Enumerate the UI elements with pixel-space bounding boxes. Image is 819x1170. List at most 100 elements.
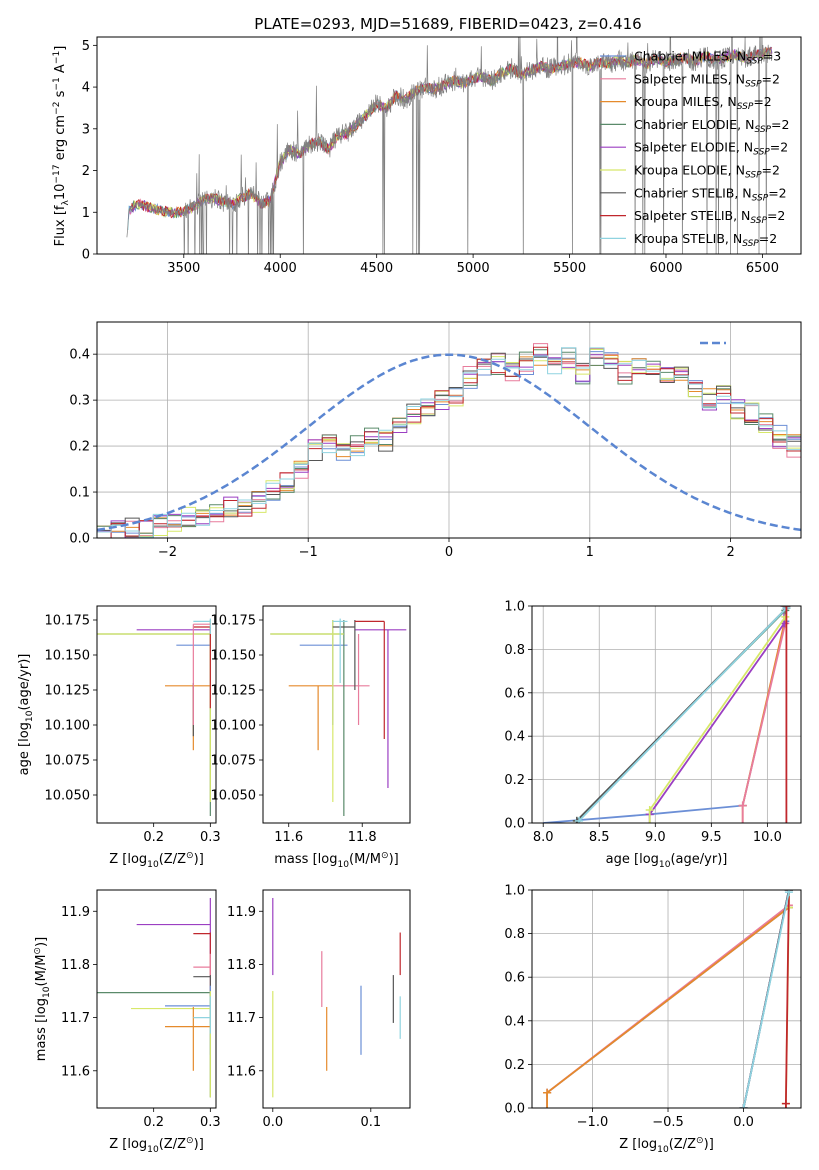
x-axis-label-part: (Z/Z [159, 852, 186, 867]
plot-area [543, 890, 793, 1108]
x-axis-label-part: 10 [659, 860, 671, 870]
y-tick-label: 11.6 [227, 1064, 256, 1079]
x-tick-label: 5500 [553, 261, 586, 276]
y-tick-label: 0.8 [504, 927, 525, 942]
y-tick-label: 0.1 [69, 486, 90, 501]
cumulative-marker-k_stelib [784, 890, 793, 894]
legend-count: =2 [771, 117, 789, 132]
x-tick-label: 0 [445, 545, 453, 560]
x-tick-label: 10.0 [753, 830, 782, 845]
cumulative-marker-s_miles [738, 801, 747, 810]
legend-model: Chabrier ELODIE, N [634, 117, 754, 132]
y-tick-label: 10.150 [45, 649, 91, 664]
legend-model: Chabrier STELIB, N [634, 185, 752, 200]
age-vs-mass-panel: 11.6 11.8 10.050 10.075 10.100 10.125 10.150 10… [211, 605, 411, 870]
y-axis-label-part: λ [61, 200, 71, 206]
y-axis-label-part: )] [34, 937, 49, 947]
legend-model: Salpeter STELIB, N [634, 208, 750, 223]
legend-label-s_miles: Salpeter MILES, NSSP=2 [634, 71, 780, 89]
x-axis-label-part: )] [194, 852, 204, 867]
legend-label-k_elodie: Kroupa ELODIE, NSSP=2 [634, 163, 780, 181]
y-tick-label: 0.6 [504, 971, 525, 986]
y-axis-label-part: −2 [52, 102, 62, 115]
normal-curve [97, 353, 801, 532]
y-tick-label: 0.2 [504, 1058, 525, 1073]
legend-model: Chabrier MILES, N [634, 49, 746, 64]
x-tick-label: 8.0 [533, 830, 554, 845]
x-axis-label-part: ⊙ [186, 851, 194, 861]
y-tick-label: 0.8 [504, 643, 525, 658]
legend-model: Kroupa MILES, N [634, 94, 737, 109]
axes-frame [96, 36, 802, 255]
y-axis-label-part: 10 [25, 710, 35, 722]
y-axis-label-part: −17 [52, 164, 62, 183]
axes-frame [262, 889, 411, 1109]
legend-model: Kroupa STELIB, N [634, 231, 742, 246]
x-tick-label: 9.0 [645, 830, 666, 845]
plot-area [543, 606, 791, 823]
x-axis-label-part: (age/yr)] [670, 852, 727, 867]
x-axis-label-part: )] [194, 1137, 204, 1152]
plot-area [97, 343, 801, 538]
x-tick-label: 4000 [264, 261, 297, 276]
y-axis-label-part: s [53, 90, 68, 101]
y-axis-label: mass [log10(M/M⊙)] [33, 937, 52, 1061]
y-axis-label-part: Flux [f [53, 205, 68, 246]
x-axis-label: mass [log10(M/M⊙)] [274, 851, 398, 870]
cumulative-marker-k_miles [543, 1088, 552, 1097]
x-tick-label: 9.5 [701, 830, 722, 845]
y-tick-label: 11.6 [61, 1064, 90, 1079]
y-tick-label: 11.7 [61, 1011, 90, 1026]
x-axis-label-part: )] [704, 1137, 714, 1152]
plot-area [97, 618, 211, 816]
y-tick-label: 2 [82, 164, 90, 179]
x-tick-label: −1.0 [577, 1115, 609, 1130]
x-tick-label: 0.0 [733, 1115, 754, 1130]
y-tick-label: 0.3 [69, 394, 90, 409]
x-axis-label-part: mass [log [274, 852, 337, 867]
x-axis-label-part: (M/M [349, 852, 381, 867]
x-tick-label: −0.5 [652, 1115, 684, 1130]
axes-frame [96, 889, 217, 1109]
spectrum-panel: 3500 4000 4500 5000 5500 6000 6500 0 1 2 3 4 5 Flux [… [52, 36, 802, 276]
y-axis-label-part: A [53, 64, 68, 77]
y-tick-label: 10.075 [45, 754, 91, 769]
x-tick-label: 0.3 [200, 1115, 221, 1130]
y-tick-label: 10.175 [211, 614, 257, 629]
x-tick-label: 1 [586, 545, 594, 560]
cumulative-marker-k_stelib [739, 1104, 748, 1108]
y-tick-label: 1.0 [504, 600, 525, 615]
x-axis-label: age [log10(age/yr)] [606, 852, 728, 870]
y-tick-label: 0 [82, 248, 90, 263]
y-axis-label-part: mass [log [34, 998, 49, 1061]
y-tick-label: 0.6 [504, 686, 525, 701]
y-axis-label-part: −1 [52, 51, 62, 64]
y-tick-label: 0.2 [504, 773, 525, 788]
legend-count: =2 [768, 185, 786, 200]
y-tick-label: 0.0 [69, 532, 90, 547]
legend-subscript: SSP [745, 79, 762, 89]
x-tick-label: 0.2 [143, 830, 164, 845]
plot-area [126, 37, 773, 254]
x-axis-label-part: Z [log [619, 1137, 657, 1152]
legend-count: =2 [753, 94, 771, 109]
plot-area [272, 897, 401, 1098]
x-tick-label: 4500 [360, 261, 393, 276]
mass-vs-z-panel: 0.2 0.311.611.711.811.9Z [log10(Z/Z⊙)]mas… [33, 889, 221, 1155]
x-tick-label: 0.0 [262, 1115, 283, 1130]
x-axis-label-part: Z [log [109, 1137, 147, 1152]
cumulative-z-panel: −1.0 −0.5 0.0 0.0 0.2 0.4 0.6 0.8 1.0 Z [log10(Z/… [504, 884, 802, 1155]
axes-frame [531, 605, 802, 824]
x-tick-label: 6500 [746, 261, 779, 276]
x-tick-label: −1 [299, 545, 318, 560]
y-tick-label: 10.125 [211, 684, 257, 699]
axes-frame [96, 321, 802, 539]
x-axis-label-part: age [log [606, 852, 659, 867]
y-tick-label: 10.050 [211, 789, 257, 804]
legend-count: =3 [763, 49, 781, 64]
y-axis-label-part: −1 [52, 77, 62, 90]
y-tick-label: 1 [82, 206, 90, 221]
x-axis-label-part: ⊙ [381, 851, 389, 861]
x-tick-label: 3500 [167, 261, 200, 276]
